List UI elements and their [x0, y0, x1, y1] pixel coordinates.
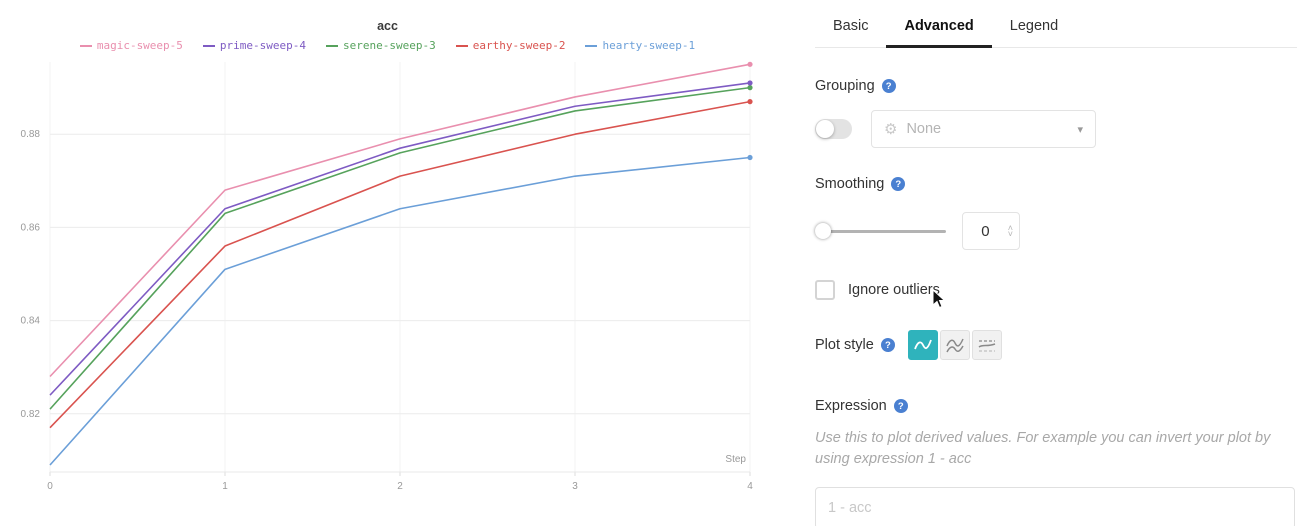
svg-text:0.84: 0.84 — [21, 316, 41, 327]
chevron-down-icon: ▾ — [1077, 123, 1083, 136]
smoothing-help-icon[interactable]: ? — [891, 177, 906, 191]
legend-item-hearty-sweep-1[interactable]: hearty-sweep-1 — [585, 39, 695, 52]
grouping-help-icon[interactable]: ? — [881, 79, 896, 93]
smoothing-number-input[interactable]: 0 ˄ ˅ — [962, 212, 1020, 250]
legend-label: hearty-sweep-1 — [602, 39, 696, 52]
smoothing-label-text: Smoothing — [815, 176, 885, 192]
tab-basic[interactable]: Basic — [833, 18, 869, 34]
grouping-icon: ⚙ — [884, 120, 898, 138]
plot-style-area-button[interactable] — [939, 330, 970, 360]
plot-style-line-button[interactable] — [907, 330, 938, 360]
slider-knob[interactable] — [815, 223, 831, 239]
chart-panel: acc magic-sweep-5 prime-sweep-4 serene-swe… — [0, 19, 775, 492]
minmax-plot-icon — [978, 340, 996, 352]
svg-text:Step: Step — [725, 454, 746, 465]
grouping-label-text: Grouping — [815, 78, 875, 94]
chart-line-prime-sweep-4 — [49, 82, 751, 396]
tab-legend[interactable]: Legend — [1009, 18, 1059, 34]
legend-marker — [326, 44, 339, 47]
plot-style-row: Plot style ? — [815, 330, 1297, 360]
svg-text:0: 0 — [47, 481, 53, 492]
plot-style-label-text: Plot style — [815, 337, 874, 353]
svg-text:0.88: 0.88 — [21, 129, 41, 140]
svg-text:4: 4 — [747, 481, 753, 492]
svg-text:2: 2 — [397, 481, 403, 492]
legend-item-magic-sweep-5[interactable]: magic-sweep-5 — [79, 39, 183, 52]
chart-endpoint-magic-sweep-5 — [747, 61, 753, 67]
slider-track[interactable] — [815, 230, 946, 233]
legend-label: serene-sweep-3 — [343, 39, 436, 52]
chart-line-hearty-sweep-1 — [49, 156, 751, 466]
grouping-toggle[interactable] — [815, 119, 852, 139]
expression-help-text: Use this to plot derived values. For exa… — [815, 430, 1271, 468]
plot-style-buttons — [907, 330, 1002, 360]
chart-legend: magic-sweep-5 prime-sweep-4 serene-sweep-3… — [0, 39, 775, 52]
grouping-toggle-knob — [816, 120, 834, 138]
legend-item-serene-sweep-3[interactable]: serene-sweep-3 — [326, 39, 436, 52]
legend-label: earthy-sweep-2 — [472, 39, 566, 52]
tab-advanced[interactable]: Advanced — [886, 16, 992, 48]
chart-endpoint-prime-sweep-4 — [747, 80, 753, 86]
legend-item-prime-sweep-4[interactable]: prime-sweep-4 — [202, 39, 307, 52]
grouping-label: Grouping ? — [815, 78, 1297, 94]
chart-line-serene-sweep-3 — [49, 86, 751, 410]
grouping-row: ⚙ None ▾ — [815, 110, 1297, 148]
legend-label: magic-sweep-5 — [96, 39, 183, 52]
chart-line-magic-sweep-5 — [49, 63, 751, 378]
svg-text:3: 3 — [572, 481, 578, 492]
legend-item-earthy-sweep-2[interactable]: earthy-sweep-2 — [455, 39, 566, 52]
ignore-outliers-row: Ignore outliers — [815, 280, 1297, 300]
legend-marker — [455, 44, 468, 47]
expression-input[interactable] — [815, 487, 1295, 526]
stepper-up-icon[interactable]: ˄ — [1007, 223, 1013, 233]
plot-style-minmax-button[interactable] — [971, 330, 1002, 360]
chart-line-earthy-sweep-2 — [49, 100, 751, 429]
stepper-arrows[interactable]: ˄ ˅ — [1007, 223, 1019, 239]
tab-bar: Basic Advanced Legend — [815, 0, 1297, 48]
stepper-down-icon[interactable]: ˅ — [1007, 229, 1013, 239]
settings-panel: Basic Advanced Legend Grouping ? ⚙ None … — [815, 0, 1297, 526]
chart-svg: 0 1 2 3 4 0.82 0.84 0.86 0.88 Step — [21, 61, 753, 492]
area-plot-icon — [946, 338, 964, 353]
expression-label-text: Expression — [815, 398, 887, 414]
grouping-select[interactable]: ⚙ None ▾ — [871, 110, 1096, 148]
chart-endpoint-hearty-sweep-1 — [747, 154, 753, 161]
svg-text:1: 1 — [222, 481, 228, 492]
svg-text:0.82: 0.82 — [21, 409, 41, 420]
line-plot-icon — [914, 339, 932, 350]
smoothing-slider[interactable] — [815, 223, 946, 239]
legend-label: prime-sweep-4 — [219, 39, 307, 52]
plot-style-label: Plot style ? — [815, 337, 895, 353]
ignore-outliers-checkbox[interactable] — [815, 280, 835, 300]
legend-marker — [202, 44, 215, 47]
smoothing-label: Smoothing ? — [815, 176, 1297, 192]
legend-marker — [585, 44, 598, 47]
grouping-select-value: None — [906, 121, 942, 137]
chart-endpoint-earthy-sweep-2 — [747, 99, 753, 105]
expression-help-icon[interactable]: ? — [893, 399, 908, 413]
smoothing-value: 0 — [981, 222, 990, 240]
svg-text:0.86: 0.86 — [21, 222, 41, 233]
plot-style-help-icon[interactable]: ? — [880, 338, 895, 352]
legend-marker — [79, 44, 92, 47]
expression-label: Expression ? — [815, 398, 1297, 414]
ignore-outliers-label: Ignore outliers — [848, 282, 940, 298]
smoothing-row: 0 ˄ ˅ — [815, 212, 1297, 250]
chart-endpoint-serene-sweep-3 — [747, 85, 753, 91]
chart-title: acc — [377, 19, 398, 33]
